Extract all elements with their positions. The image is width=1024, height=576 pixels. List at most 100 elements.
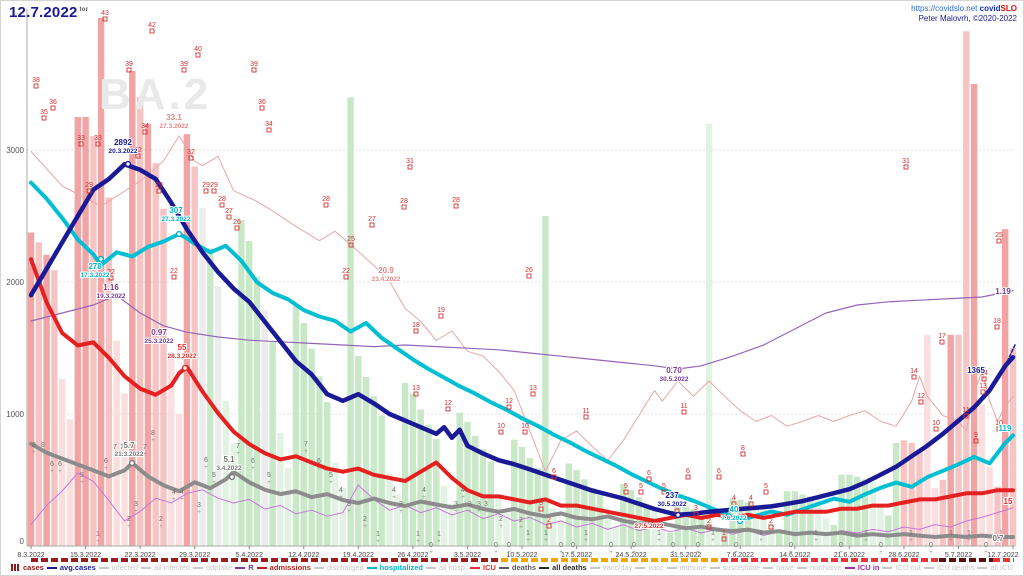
legend-item-all-hosp-[interactable]: all hosp. xyxy=(426,563,467,572)
deaths-marker-value: 0 xyxy=(571,542,575,549)
icu-marker-square xyxy=(522,429,528,435)
icu-marker-square xyxy=(135,153,141,159)
icu-marker-value: 3 xyxy=(675,502,679,509)
legend-item-all-infected[interactable]: all infected xyxy=(141,563,190,572)
series-line-icon xyxy=(46,566,57,569)
icu-marker-square xyxy=(583,414,589,420)
deaths-marker-cross: + xyxy=(251,466,255,472)
legend-item-odplake[interactable]: odplake xyxy=(192,563,232,572)
annotation-value: 1.19 xyxy=(995,287,1011,296)
deaths-marker-value: 3 xyxy=(484,501,488,508)
icu-marker-square xyxy=(407,164,413,170)
legend-item-r[interactable]: R xyxy=(235,563,254,572)
annotation-value: 40 xyxy=(730,505,739,514)
site-url-link[interactable]: https://covidslo.net xyxy=(911,4,978,13)
icu-marker-square xyxy=(413,328,419,334)
deaths-marker-value: 1 xyxy=(416,531,420,538)
deaths-marker-cross: + xyxy=(151,438,155,444)
deaths-marker-cross: + xyxy=(454,509,458,515)
legend-item-icu-in[interactable]: ICU in xyxy=(844,563,879,572)
deaths-marker-value: 1 xyxy=(437,531,441,538)
deaths-marker-cross: + xyxy=(304,449,308,455)
cases-bar xyxy=(900,440,908,546)
deaths-marker-cross: + xyxy=(657,538,661,544)
legend-item-naive[interactable]: naive xyxy=(763,563,794,572)
annotation-value: 237 xyxy=(665,491,679,500)
icu-marker-value: 2 xyxy=(769,518,773,525)
deaths-marker-value: 3 xyxy=(134,501,138,508)
icu-marker-value: 28 xyxy=(452,197,460,204)
icu-marker-value: 42 xyxy=(148,22,156,29)
legend-item-vacc[interactable]: vacc xyxy=(635,563,664,572)
icu-marker-value: 39 xyxy=(125,61,133,68)
icu-marker-square xyxy=(453,203,459,209)
legend-item-deaths[interactable]: deaths xyxy=(498,563,536,572)
legend-item-icu[interactable]: ICU xyxy=(469,563,496,572)
deaths-marker-cross: + xyxy=(879,550,883,556)
cases-bar xyxy=(51,270,58,546)
deaths-marker-value: 2 xyxy=(499,516,503,523)
cases-bar xyxy=(199,208,206,546)
series-deaths xyxy=(29,441,1015,539)
icu-marker-square xyxy=(981,376,987,382)
legend-item-immune[interactable]: immune xyxy=(666,563,707,572)
icu-marker-square xyxy=(203,188,209,194)
icu-marker-square xyxy=(171,274,177,280)
deaths-marker-cross: + xyxy=(526,538,530,544)
icu-marker-value: 28 xyxy=(400,198,408,205)
deaths-marker-value: 8 xyxy=(32,442,36,449)
icu-marker-square xyxy=(266,127,272,133)
cases-bar xyxy=(752,505,759,546)
legend-item-icu-out[interactable]: ICU out xyxy=(882,563,921,572)
cases-bar xyxy=(347,97,354,546)
legend-item-icu-deaths[interactable]: ICU deaths xyxy=(923,563,974,572)
icu-marker-square xyxy=(181,67,187,73)
deaths-marker-value: 4 xyxy=(461,487,465,494)
deaths-marker-cross: + xyxy=(477,509,481,515)
cases-bar xyxy=(729,498,736,546)
deaths-marker-cross: + xyxy=(544,538,548,544)
legend-item-avg-cases[interactable]: avg.cases xyxy=(46,563,96,572)
annotation-value: 278 xyxy=(88,262,102,271)
legend-item-discharged[interactable]: discharged xyxy=(313,563,364,572)
icu-marker-square xyxy=(259,105,265,111)
icu-marker-square xyxy=(413,391,419,397)
legend-item-susceptible[interactable]: susceptible xyxy=(709,563,760,572)
cases-bar xyxy=(355,355,362,546)
cases-bar xyxy=(495,498,502,546)
brand-slo: SLO xyxy=(1000,4,1017,13)
icu-marker-value: 22 xyxy=(107,269,115,276)
legend-item-label: vacc xyxy=(648,563,664,572)
cases-bar xyxy=(230,443,237,546)
series-line-icon xyxy=(98,566,109,569)
icu-marker-square xyxy=(731,501,737,507)
cases-bar xyxy=(503,512,510,546)
deaths-marker-value: 1 xyxy=(864,530,868,537)
annotation-date: 19.3.2022 xyxy=(97,293,126,300)
icu-marker-square xyxy=(994,324,1000,330)
legend-item-infected[interactable]: infected xyxy=(98,563,138,572)
annotation-value: 2892 xyxy=(114,138,132,147)
legend-item-all-deaths[interactable]: all deaths xyxy=(539,563,587,572)
legend-item-cases[interactable]: cases xyxy=(11,563,44,572)
deaths-marker-cross: + xyxy=(461,495,465,501)
legend-item-nonnaive[interactable]: nonNaive xyxy=(797,563,842,572)
x-axis-label: 17.5.2022 xyxy=(561,552,592,559)
annotation-date: 21.3.2022 xyxy=(115,451,144,458)
annotation-date: 27.3.2022 xyxy=(160,123,189,130)
x-axis-label: 12.7.2022 xyxy=(987,552,1018,559)
cases-bar xyxy=(589,487,596,546)
deaths-marker-value: 0 xyxy=(734,542,738,549)
cases-bar xyxy=(635,497,643,546)
site-credits: https://covidslo.net covidSLO Peter Malo… xyxy=(911,4,1017,24)
icu-marker-value: 19 xyxy=(437,307,445,314)
icu-marker-square xyxy=(980,389,986,395)
legend-item-hospitalized[interactable]: hospitalized xyxy=(366,563,423,572)
legend-item-admissions[interactable]: admissions xyxy=(256,563,311,572)
legend-item-vacc-day[interactable]: vacc/day xyxy=(589,563,632,572)
deaths-marker-cross: + xyxy=(484,509,488,515)
cases-bar xyxy=(542,216,549,546)
legend-item-label: immune xyxy=(679,563,707,572)
legend-item-all-icu[interactable]: all ICU xyxy=(977,563,1013,572)
cases-bar xyxy=(43,254,50,546)
